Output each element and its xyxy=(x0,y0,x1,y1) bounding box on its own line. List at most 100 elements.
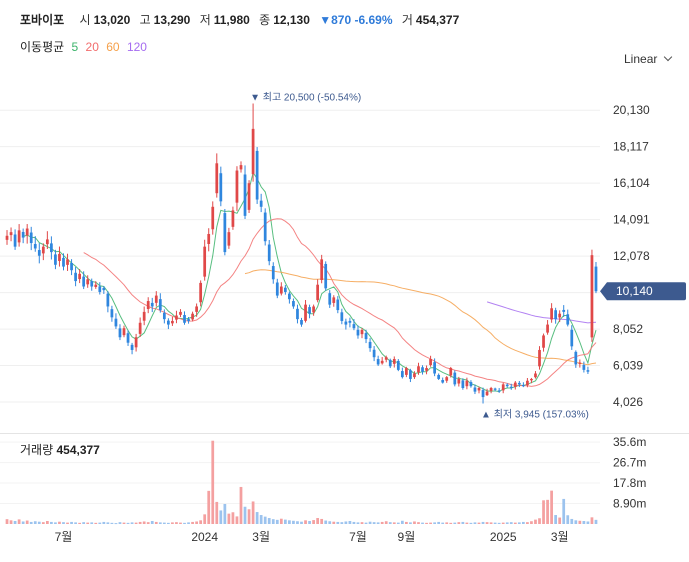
candle xyxy=(388,358,392,369)
candle xyxy=(86,275,90,288)
volume-bar xyxy=(126,522,130,524)
candle-body xyxy=(219,173,223,202)
candle-body xyxy=(594,266,598,292)
candle xyxy=(489,386,493,394)
candle xyxy=(29,226,33,251)
candle xyxy=(550,303,553,323)
volume-bar xyxy=(308,521,311,524)
candle-body xyxy=(251,128,255,175)
candle xyxy=(425,365,428,375)
candle xyxy=(50,236,53,260)
candle-body xyxy=(566,314,570,325)
close-value: 12,130 xyxy=(273,13,310,27)
candle-body xyxy=(364,333,368,340)
volume-bar xyxy=(352,521,356,524)
volume-bar xyxy=(304,520,307,524)
candle xyxy=(566,309,570,327)
candle-body xyxy=(481,390,485,398)
candle-body xyxy=(215,163,219,194)
candle-body xyxy=(578,362,582,364)
volume-bar xyxy=(320,518,324,524)
candle xyxy=(259,193,263,213)
candle-body xyxy=(574,351,578,365)
stock-name: 포바이포 xyxy=(20,13,65,27)
volume-bar xyxy=(521,521,525,524)
candle xyxy=(66,253,69,271)
volume-bar xyxy=(259,515,263,524)
candle-body xyxy=(146,301,150,310)
volume-bar xyxy=(167,522,170,524)
candle xyxy=(203,239,207,281)
volume-panel-label: 거래량 xyxy=(20,443,54,457)
candle-body xyxy=(372,349,376,358)
ma-legend-label: 이동평균 xyxy=(20,40,65,54)
volume-bar xyxy=(586,521,590,524)
candle-body xyxy=(356,329,360,336)
volume-bar xyxy=(526,522,529,524)
candle-body xyxy=(304,304,307,321)
candle xyxy=(376,355,380,366)
volume-bar xyxy=(328,521,332,524)
volume-bar xyxy=(158,522,162,524)
candle xyxy=(344,318,348,330)
candle xyxy=(481,387,485,404)
candle-body xyxy=(41,246,45,254)
candle-body xyxy=(223,213,227,253)
candle xyxy=(62,253,65,271)
candle-body xyxy=(191,313,194,320)
volume-bar xyxy=(271,519,275,524)
volume-bar xyxy=(344,521,348,524)
candle-body xyxy=(255,150,259,200)
candle-body xyxy=(247,183,251,210)
volume-panel-value: 454,377 xyxy=(56,443,100,457)
candle-body xyxy=(570,329,574,347)
volume-bar xyxy=(574,520,578,524)
candle-body xyxy=(328,293,332,305)
candle-body xyxy=(5,235,9,240)
candle xyxy=(296,304,299,324)
candle-body xyxy=(405,368,408,375)
candle xyxy=(275,278,279,299)
candle xyxy=(517,380,521,388)
candle xyxy=(167,318,170,330)
volume-value: 454,377 xyxy=(415,13,460,27)
current-price-badge xyxy=(600,282,686,301)
scale-dropdown[interactable]: Linear xyxy=(624,52,673,66)
candle xyxy=(356,325,360,339)
candle-body xyxy=(227,232,231,246)
candle xyxy=(429,355,432,367)
volume-bar xyxy=(501,522,505,524)
volume-bar xyxy=(417,522,420,524)
candle xyxy=(497,388,501,393)
candle xyxy=(207,228,211,252)
candle xyxy=(247,180,251,214)
candle xyxy=(211,201,215,235)
candle-body xyxy=(409,370,412,379)
volume-tick-label: 26.7m xyxy=(613,456,646,470)
candle-body xyxy=(162,312,166,320)
candle-body xyxy=(554,310,558,320)
candle-body xyxy=(50,243,53,253)
candle xyxy=(368,338,372,352)
volume-bar xyxy=(384,521,388,524)
candle xyxy=(54,249,57,270)
volume-bar xyxy=(62,522,65,524)
candle xyxy=(5,230,9,245)
candle-body xyxy=(183,315,186,323)
candle-body xyxy=(445,377,449,381)
volume-bar xyxy=(199,520,203,524)
volume-bar xyxy=(340,522,344,524)
candle-body xyxy=(586,370,590,372)
volume-bar xyxy=(558,517,562,524)
candle xyxy=(453,370,457,387)
candle-body xyxy=(171,320,174,324)
candle-body xyxy=(243,174,247,216)
volume-bar xyxy=(332,521,336,524)
candle xyxy=(348,317,352,328)
candle xyxy=(509,383,513,390)
candle xyxy=(530,377,533,384)
x-axis-label: 2024 xyxy=(191,530,218,544)
candle xyxy=(542,333,545,352)
ma-5-label: 5 xyxy=(71,40,79,54)
